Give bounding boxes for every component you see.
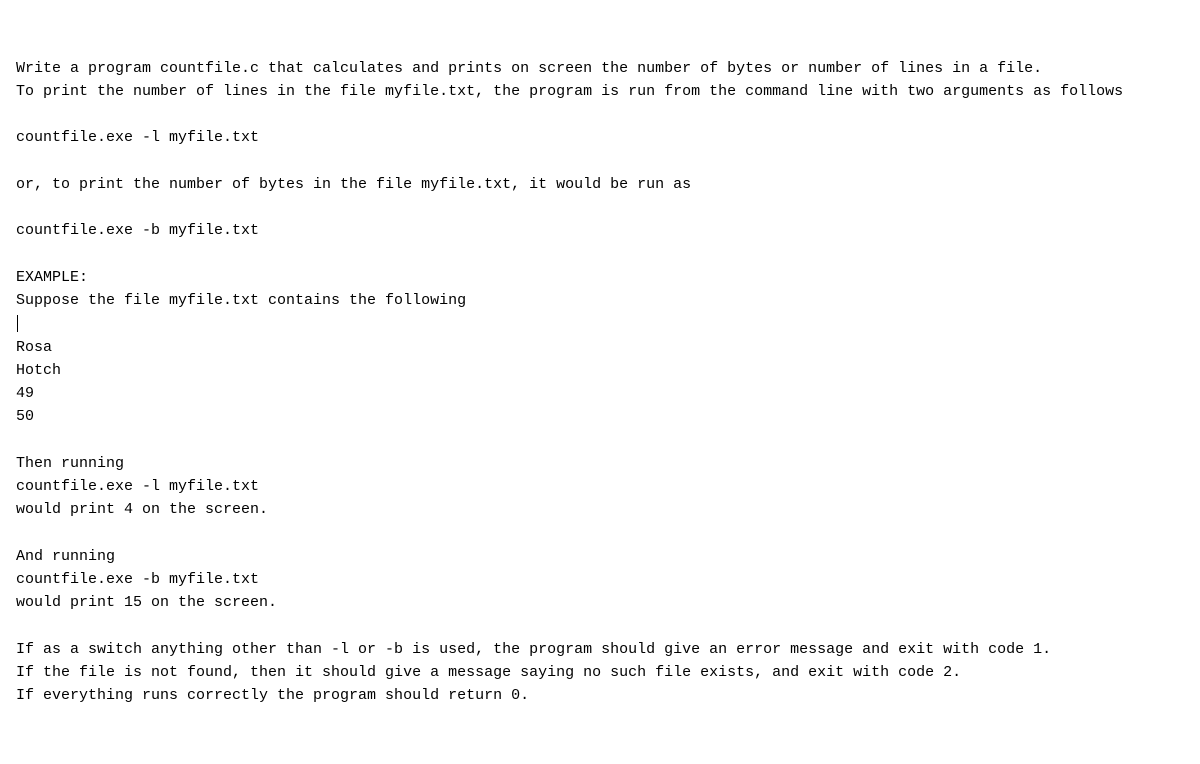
command-bytes-example: countfile.exe -b myfile.txt [16,222,259,239]
run2-line-1: And running [16,548,115,565]
intro-line-2: To print the number of lines in the file… [16,83,1123,100]
example-intro: Suppose the file myfile.txt contains the… [16,292,466,309]
run1-line-1: Then running [16,455,124,472]
error-spec-line-3: If everything runs correctly the program… [16,687,529,704]
command-lines-example: countfile.exe -l myfile.txt [16,129,259,146]
run1-line-2: countfile.exe -l myfile.txt [16,478,259,495]
run2-line-2: countfile.exe -b myfile.txt [16,571,259,588]
file-content-line-4: 50 [16,408,34,425]
run1-line-3: would print 4 on the screen. [16,501,268,518]
text-cursor-icon [17,315,18,332]
intro-line-1: Write a program countfile.c that calcula… [16,60,1042,77]
file-content-line-2: Hotch [16,362,61,379]
file-content-line-1: Rosa [16,339,52,356]
example-heading: EXAMPLE: [16,269,88,286]
error-spec-line-1: If as a switch anything other than -l or… [16,641,1051,658]
run2-line-3: would print 15 on the screen. [16,594,277,611]
intro-line-3: or, to print the number of bytes in the … [16,176,691,193]
file-content-line-3: 49 [16,385,34,402]
error-spec-line-2: If the file is not found, then it should… [16,664,961,681]
